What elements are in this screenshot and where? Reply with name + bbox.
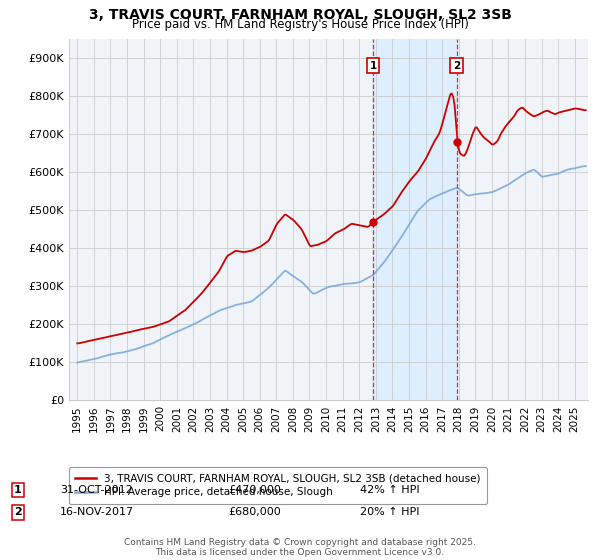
Text: £470,000: £470,000 <box>228 485 281 495</box>
Bar <box>373 39 457 400</box>
Text: 42% ↑ HPI: 42% ↑ HPI <box>360 485 419 495</box>
Text: 1: 1 <box>370 61 377 71</box>
Text: 31-OCT-2012: 31-OCT-2012 <box>60 485 133 495</box>
Text: 2: 2 <box>453 61 460 71</box>
Text: 16-NOV-2017: 16-NOV-2017 <box>60 507 134 517</box>
Text: 1: 1 <box>14 485 22 495</box>
Text: 2: 2 <box>14 507 22 517</box>
Text: 3, TRAVIS COURT, FARNHAM ROYAL, SLOUGH, SL2 3SB: 3, TRAVIS COURT, FARNHAM ROYAL, SLOUGH, … <box>89 8 511 22</box>
Legend: 3, TRAVIS COURT, FARNHAM ROYAL, SLOUGH, SL2 3SB (detached house), HPI: Average p: 3, TRAVIS COURT, FARNHAM ROYAL, SLOUGH, … <box>69 467 487 503</box>
Text: Contains HM Land Registry data © Crown copyright and database right 2025.
This d: Contains HM Land Registry data © Crown c… <box>124 538 476 557</box>
Text: £680,000: £680,000 <box>228 507 281 517</box>
Text: Price paid vs. HM Land Registry's House Price Index (HPI): Price paid vs. HM Land Registry's House … <box>131 18 469 31</box>
Text: 20% ↑ HPI: 20% ↑ HPI <box>360 507 419 517</box>
